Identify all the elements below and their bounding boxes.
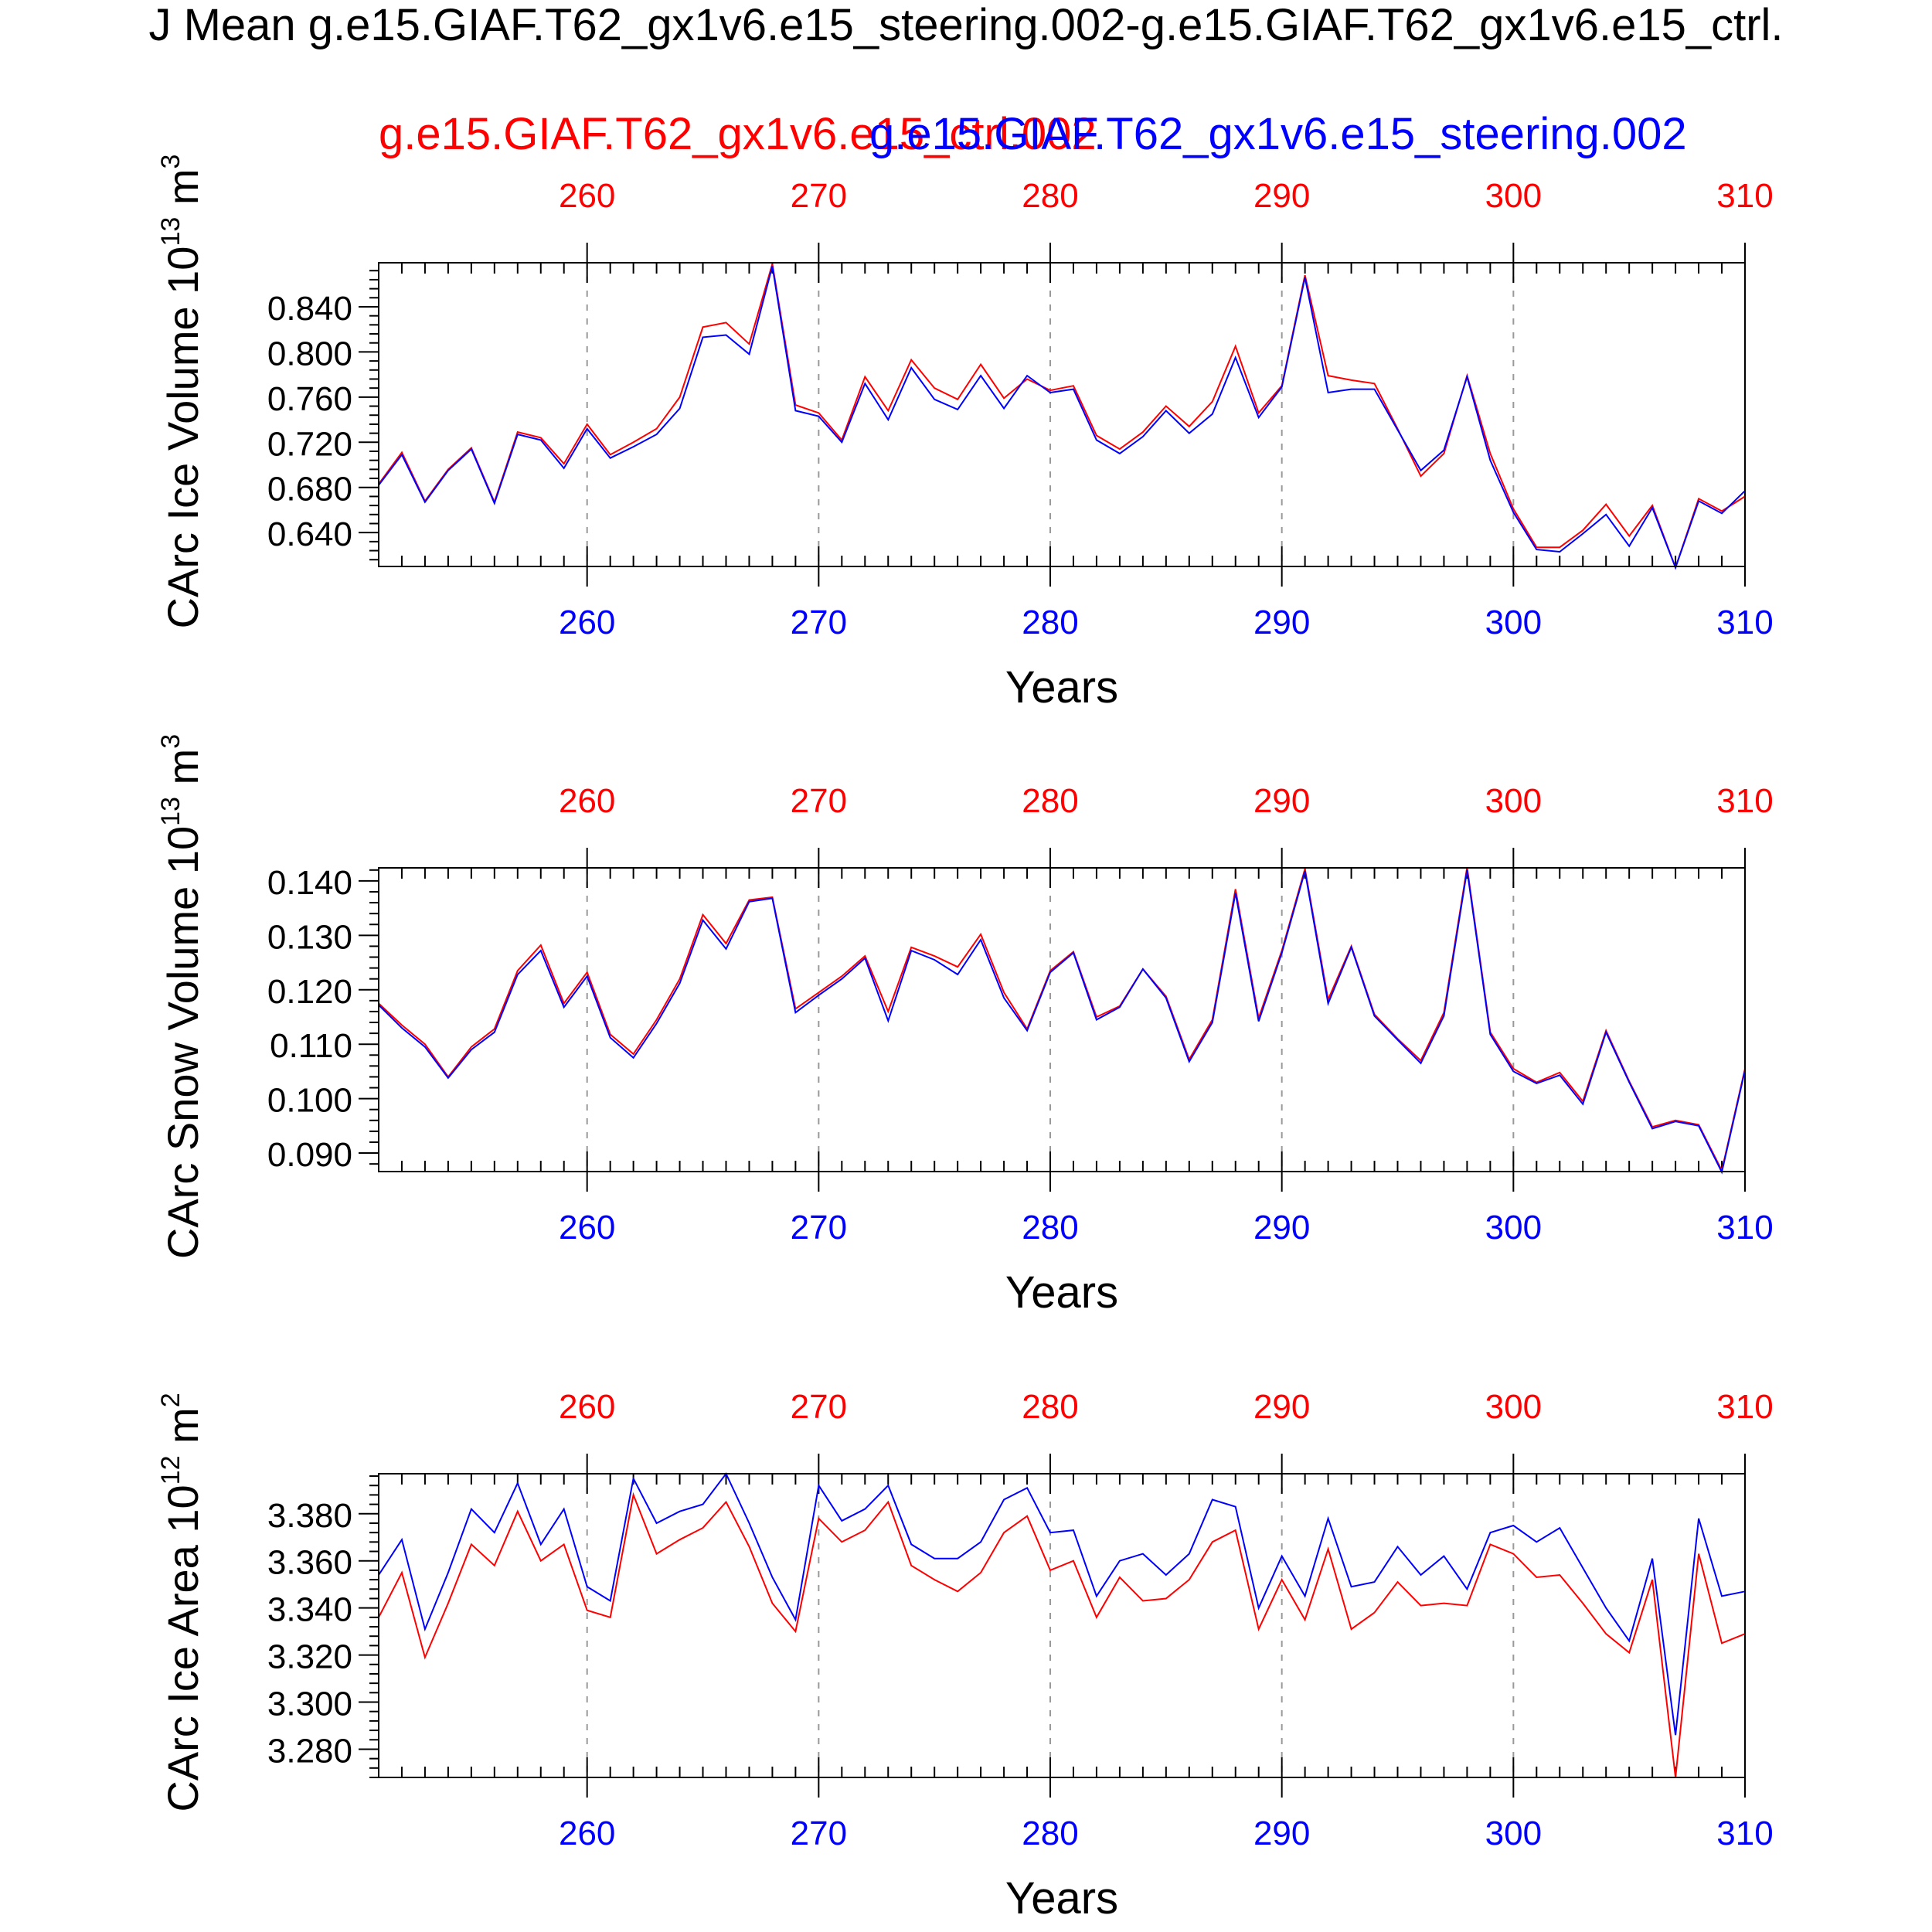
y-tick-label: 3.360 bbox=[267, 1544, 352, 1582]
x-tick-label-bottom: 270 bbox=[791, 1209, 847, 1247]
y-axis-title-unit: m bbox=[158, 1407, 207, 1455]
y-axis-title-text: CArc Snow Volume 10 bbox=[158, 826, 207, 1259]
y-tick-label: 0.110 bbox=[270, 1027, 352, 1065]
y-axis-title-unit-exponent: 3 bbox=[156, 155, 185, 169]
x-tick-label-bottom: 270 bbox=[791, 604, 847, 641]
x-tick-label-top: 280 bbox=[1022, 177, 1078, 215]
x-tick-label-top: 280 bbox=[1022, 782, 1078, 820]
y-axis-title-unit-exponent: 3 bbox=[156, 734, 185, 749]
x-tick-label-bottom: 280 bbox=[1022, 604, 1078, 641]
y-tick-label: 3.300 bbox=[267, 1685, 352, 1723]
y-tick-label: 0.100 bbox=[267, 1082, 352, 1120]
x-tick-label-bottom: 270 bbox=[791, 1815, 847, 1852]
x-tick-label-top: 300 bbox=[1485, 177, 1542, 215]
y-tick-label: 0.800 bbox=[267, 335, 352, 372]
x-tick-label-bottom: 300 bbox=[1485, 1209, 1542, 1247]
figure-title: J Mean g.e15.GIAF.T62_gx1v6.e15_steering… bbox=[148, 0, 1783, 50]
x-tick-label-top: 280 bbox=[1022, 1388, 1078, 1426]
legend-steering-label: g.e15.GIAF.T62_gx1v6.e15_steering.002 bbox=[869, 109, 1687, 159]
y-tick-label: 3.280 bbox=[267, 1732, 352, 1770]
y-tick-label: 0.760 bbox=[267, 380, 352, 418]
y-tick-label: 0.680 bbox=[267, 471, 352, 509]
y-axis-title: CArc Ice Volume 1013 m3 bbox=[156, 155, 207, 629]
x-tick-label-top: 270 bbox=[791, 782, 847, 820]
x-tick-label-top: 270 bbox=[791, 177, 847, 215]
y-tick-label: 0.130 bbox=[267, 918, 352, 956]
series-line-ctrl bbox=[378, 1492, 1746, 1778]
y-tick-label: 0.720 bbox=[267, 425, 352, 463]
series-line-steering bbox=[378, 266, 1746, 570]
y-tick-label: 3.380 bbox=[267, 1497, 352, 1535]
panel-2: 0.090 0.100 0.110 0.120 0.130 0.140 260 260 270 2… bbox=[156, 734, 1774, 1318]
x-tick-label-top: 260 bbox=[559, 1388, 615, 1426]
x-tick-label-top: 310 bbox=[1716, 177, 1773, 215]
y-tick-label: 0.140 bbox=[267, 864, 352, 902]
x-tick-label-bottom: 310 bbox=[1716, 604, 1773, 641]
x-tick-label-bottom: 280 bbox=[1022, 1209, 1078, 1247]
plot-frame bbox=[378, 867, 1746, 1172]
x-tick-label-bottom: 300 bbox=[1485, 1815, 1542, 1852]
x-tick-label-bottom: 290 bbox=[1253, 1209, 1310, 1247]
x-tick-label-top: 310 bbox=[1716, 782, 1773, 820]
panel-3: 3.280 3.300 3.320 3.340 3.360 3.380 260 260 270 2… bbox=[156, 1388, 1774, 1923]
y-axis-title: CArc Snow Volume 1013 m3 bbox=[156, 734, 207, 1259]
plot-frame bbox=[378, 262, 1746, 567]
x-tick-label-top: 260 bbox=[559, 782, 615, 820]
x-tick-label-bottom: 310 bbox=[1716, 1209, 1773, 1247]
x-tick-label-top: 290 bbox=[1253, 1388, 1310, 1426]
y-axis-title-text: CArc Ice Area 10 bbox=[158, 1485, 207, 1811]
y-axis-title-unit: m bbox=[158, 749, 207, 797]
x-tick-label-top: 310 bbox=[1716, 1388, 1773, 1426]
y-axis-title-unit-exponent: 2 bbox=[156, 1393, 185, 1407]
x-axis-title: Years bbox=[1005, 1267, 1118, 1318]
x-tick-label-top: 290 bbox=[1253, 177, 1310, 215]
x-tick-label-bottom: 310 bbox=[1716, 1815, 1773, 1852]
x-tick-label-top: 270 bbox=[791, 1388, 847, 1426]
y-axis-title: CArc Ice Area 1012 m2 bbox=[156, 1393, 207, 1811]
y-axis-title-text: CArc Ice Volume 10 bbox=[158, 247, 207, 629]
x-tick-label-bottom: 300 bbox=[1485, 604, 1542, 641]
x-tick-label-top: 290 bbox=[1253, 782, 1310, 820]
y-tick-label: 3.340 bbox=[267, 1591, 352, 1629]
plot-frame bbox=[378, 1473, 1746, 1778]
y-tick-label: 0.640 bbox=[267, 515, 352, 553]
x-tick-label-top: 300 bbox=[1485, 782, 1542, 820]
x-tick-label-bottom: 280 bbox=[1022, 1815, 1078, 1852]
y-axis-title-exponent: 13 bbox=[156, 217, 185, 247]
x-axis-title: Years bbox=[1005, 662, 1118, 713]
y-tick-label: 3.320 bbox=[267, 1638, 352, 1676]
x-tick-label-top: 300 bbox=[1485, 1388, 1542, 1426]
x-tick-label-bottom: 290 bbox=[1253, 1815, 1310, 1852]
x-tick-label-bottom: 260 bbox=[559, 604, 615, 641]
legend-ctrl-label: g.e15.GIAF.T62_gx1v6.e15_ctrl.002 bbox=[379, 109, 1097, 159]
y-axis-title-exponent: 12 bbox=[156, 1456, 185, 1485]
y-axis-title-exponent: 13 bbox=[156, 797, 185, 826]
series-line-steering bbox=[378, 869, 1746, 1175]
x-tick-label-top: 260 bbox=[559, 177, 615, 215]
series-line-ctrl bbox=[378, 867, 1746, 1173]
x-tick-label-bottom: 260 bbox=[559, 1815, 615, 1852]
y-tick-label: 0.090 bbox=[267, 1136, 352, 1174]
x-tick-label-bottom: 260 bbox=[559, 1209, 615, 1247]
y-tick-label: 0.840 bbox=[267, 290, 352, 328]
x-tick-label-bottom: 290 bbox=[1253, 604, 1310, 641]
panel-1: 0.640 0.680 0.720 0.760 0.800 0.840 260 260 270 2… bbox=[156, 155, 1774, 713]
y-axis-title-unit: m bbox=[158, 168, 207, 216]
y-tick-label: 0.120 bbox=[267, 973, 352, 1011]
x-axis-title: Years bbox=[1005, 1873, 1118, 1923]
series-line-ctrl bbox=[378, 264, 1746, 570]
chart-panels: 0.640 0.680 0.720 0.760 0.800 0.840 260 260 270 2… bbox=[156, 155, 1774, 1923]
series-line-steering bbox=[378, 1472, 1746, 1736]
